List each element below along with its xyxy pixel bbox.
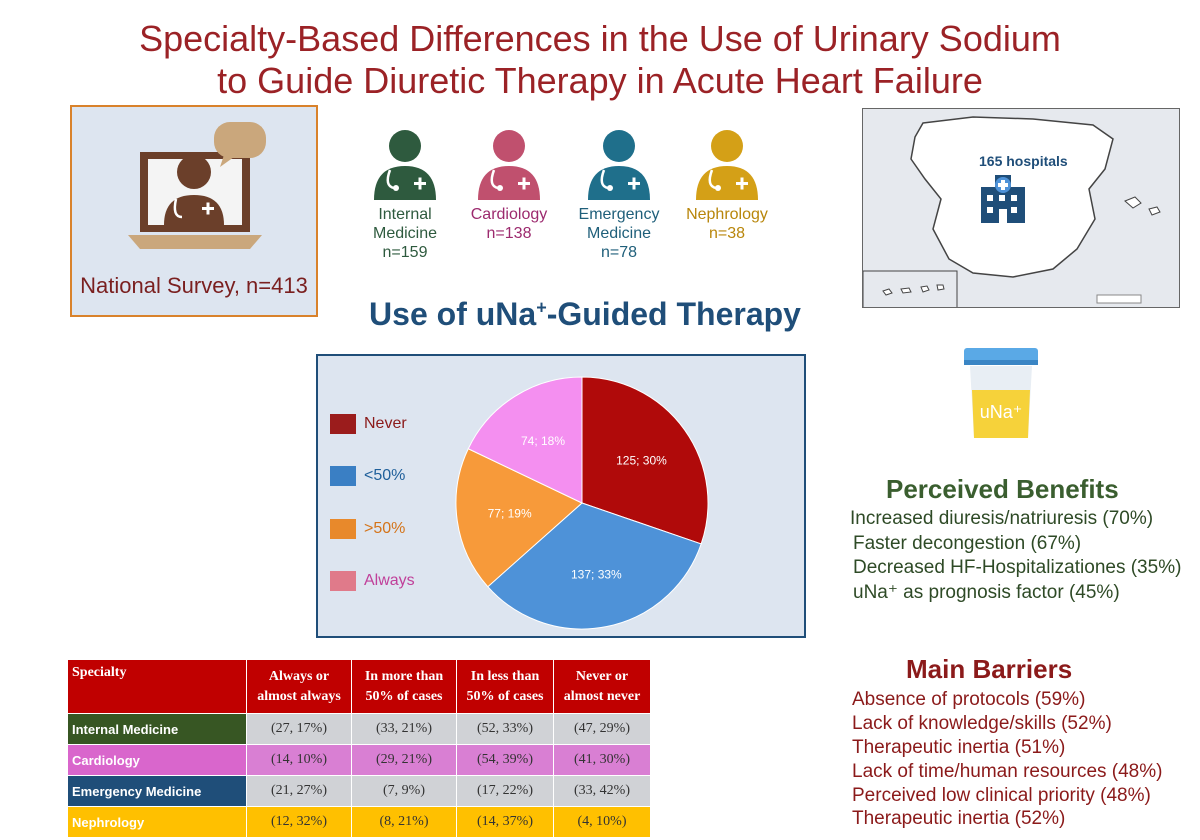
table-header-specialty: Specialty [67,659,247,714]
barrier-item: Therapeutic inertia (51%) [852,737,1066,758]
survey-label: National Survey, n=413 [80,273,308,298]
pie-chart: 125; 30% 137; 33% 77; 19% 74; 18% [455,376,709,630]
survey-panel: National Survey, n=413 [70,105,318,317]
barrier-item: Perceived low clinical priority (48%) [852,785,1151,806]
table-header-never: Never or almost never [553,659,651,714]
benefit-item: Increased diuresis/natriuresis (70%) [850,508,1154,529]
benefit-item: uNa⁺ as prognosis factor (45%) [853,582,1120,603]
pie-slice [581,376,709,545]
barrier-item: Therapeutic inertia (52%) [852,808,1066,829]
title-line-2: to Guide Diuretic Therapy in Acute Heart… [217,60,983,101]
table-row: Internal Medicine (27, 17%) (33, 21%) (5… [67,713,651,745]
urine-cup-icon [964,348,1038,438]
legend-swatch [330,466,356,486]
barrier-item: Lack of time/human resources (48%) [852,761,1163,782]
table-row: Nephrology (12, 32%) (8, 21%) (14, 37%) … [67,806,651,838]
pie-slice [467,376,583,504]
legend-swatch [330,519,356,539]
pie-slice-label: 125; 30% [616,454,667,468]
specialty-table: Specialty Always or almost always In more… [67,659,651,838]
pie-chart-panel: Never <50% >50% Always 125; 30% 137; 33% 7… [316,354,806,638]
map-icon [863,116,1161,307]
laptop-doctor-icon [128,122,266,249]
spain-map: 165 hospitals [862,108,1180,308]
specialty-emergency-medicine: Emergency Medicine n=78 [564,128,674,262]
benefit-item: Decreased HF-Hospitalizationes (35%) [853,557,1182,578]
table-header-always: Always or almost always [246,659,352,714]
table-row: Cardiology (14, 10%) (29, 21%) (54, 39%)… [67,744,651,776]
benefit-item: Faster decongestion (67%) [853,533,1082,554]
table-header-row: Specialty Always or almost always In more… [67,659,651,714]
legend-swatch [330,571,356,591]
pie-slice-label: 137; 33% [571,568,622,582]
pie-slice [455,448,583,588]
cup-label: uNa⁺ [979,402,1023,422]
specialty-name: Internal Medicine n=159 [372,206,438,261]
specialty-internal-medicine: Internal Medicine n=159 [350,128,460,262]
barrier-item: Lack of knowledge/skills (52%) [852,713,1112,734]
infographic-title: Specialty-Based Differences in the Use o… [0,18,1200,102]
doctor-icon [478,130,540,200]
table-header-more-50: In more than 50% of cases [351,659,457,714]
legend-swatch [330,414,356,434]
specialty-name: Nephrology n=38 [686,206,768,242]
hospital-icon [981,175,1025,223]
barrier-item: Absence of protocols (59%) [852,689,1086,710]
pie-slice-label: 77; 19% [488,506,532,520]
specialty-name: Cardiology n=138 [470,206,548,242]
section-title: Use of uNa+-Guided Therapy [369,296,801,332]
specialty-name: Emergency Medicine n=78 [578,206,660,261]
table-header-less-50: In less than 50% of cases [456,659,554,714]
specialty-cardiology: Cardiology n=138 [454,128,564,243]
benefits-title: Perceived Benefits [886,474,1119,504]
specialty-nephrology: Nephrology n=38 [672,128,782,243]
barriers-title: Main Barriers [906,654,1073,684]
doctor-icon [696,130,758,200]
pie-slice-label: 74; 18% [521,434,565,448]
table-row: Emergency Medicine (21, 27%) (7, 9%) (17… [67,775,651,807]
hospitals-count: 165 hospitals [979,153,1068,169]
doctor-icon [374,130,436,200]
title-line-1: Specialty-Based Differences in the Use o… [139,18,1061,59]
pie-slice [487,502,702,630]
doctor-icon [588,130,650,200]
